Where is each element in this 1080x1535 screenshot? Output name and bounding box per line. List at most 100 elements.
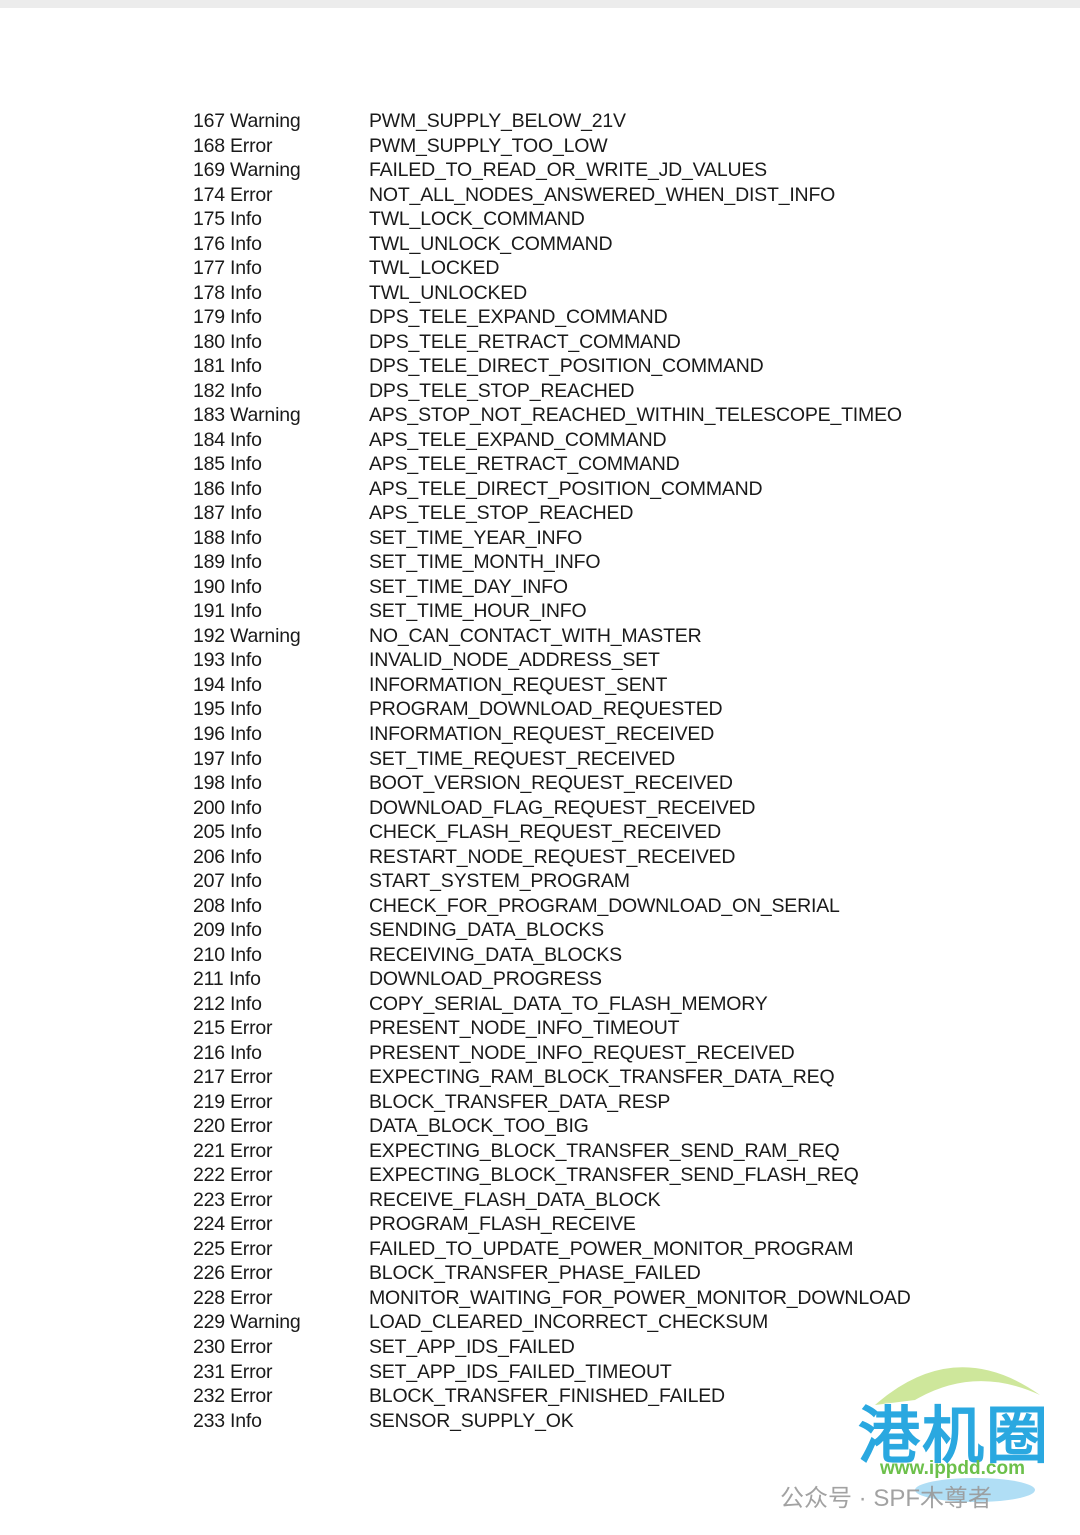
message: APS_TELE_DIRECT_POSITION_COMMAND	[369, 477, 763, 500]
message: SET_TIME_REQUEST_RECEIVED	[369, 747, 675, 770]
message: RESTART_NODE_REQUEST_RECEIVED	[369, 845, 736, 868]
level: Error	[230, 1066, 273, 1089]
message: NO_CAN_CONTACT_WITH_MASTER	[369, 624, 702, 647]
code: 217	[193, 1066, 225, 1089]
level: Info	[230, 330, 262, 353]
message: BLOCK_TRANSFER_PHASE_FAILED	[369, 1262, 701, 1285]
level: Info	[230, 208, 262, 231]
code: 185	[193, 453, 225, 476]
message: PRESENT_NODE_INFO_REQUEST_RECEIVED	[369, 1041, 795, 1064]
level: Error	[230, 134, 273, 157]
level: Warning	[230, 159, 301, 182]
code: 184	[193, 428, 225, 451]
message: INVALID_NODE_ADDRESS_SET	[369, 649, 660, 672]
code: 169	[193, 159, 225, 182]
message: EXPECTING_BLOCK_TRANSFER_SEND_FLASH_REQ	[369, 1164, 859, 1187]
level: Warning	[230, 624, 301, 647]
code: 193	[193, 649, 225, 672]
code: 177	[193, 257, 225, 280]
code: 228	[193, 1286, 225, 1309]
code: 226	[193, 1262, 225, 1285]
account-label: 公众号 · SPF木尊者	[780, 1485, 993, 1512]
level: Info	[230, 673, 262, 696]
code: 200	[193, 796, 225, 819]
code: 187	[193, 502, 225, 525]
message: DOWNLOAD_FLAG_REQUEST_RECEIVED	[369, 796, 756, 819]
level: Info	[230, 919, 262, 942]
logo-graphic	[875, 1367, 1040, 1502]
level: Info	[230, 796, 262, 819]
level: Info	[230, 723, 262, 745]
code: 176	[193, 232, 225, 255]
message: SET_APP_IDS_FAILED_TIMEOUT	[369, 1360, 672, 1383]
code: 174	[193, 183, 225, 206]
code: 195	[193, 698, 225, 721]
code: 207	[193, 870, 225, 893]
code: 219	[193, 1090, 225, 1113]
code: 181	[193, 355, 225, 378]
code: 212	[193, 992, 225, 1015]
message: START_SYSTEM_PROGRAM	[369, 870, 630, 893]
message: SENDING_DATA_BLOCKS	[369, 919, 604, 942]
code: 182	[193, 379, 225, 402]
code: 189	[193, 551, 225, 574]
level: Info	[230, 551, 262, 574]
message: APS_TELE_RETRACT_COMMAND	[369, 453, 680, 476]
message: TWL_UNLOCK_COMMAND	[369, 232, 613, 255]
code: 186	[193, 477, 225, 500]
code: 197	[193, 747, 225, 770]
level: Error	[230, 183, 273, 206]
level: Info	[230, 698, 262, 721]
code: 183	[193, 404, 225, 427]
level: Info	[229, 968, 261, 991]
message: DPS_TELE_RETRACT_COMMAND	[369, 330, 681, 353]
message: EXPECTING_BLOCK_TRANSFER_SEND_RAM_REQ	[369, 1139, 840, 1162]
message: BLOCK_TRANSFER_FINISHED_FAILED	[369, 1385, 725, 1408]
level: Info	[230, 870, 262, 893]
level: Info	[230, 894, 262, 917]
code: 224	[193, 1213, 225, 1236]
message: SET_TIME_YEAR_INFO	[369, 526, 583, 549]
level: Info	[230, 845, 262, 868]
level: Error	[230, 1237, 273, 1260]
message: PROGRAM_FLASH_RECEIVE	[369, 1213, 636, 1236]
code: 220	[193, 1115, 225, 1138]
message: FAILED_TO_READ_OR_WRITE_JD_VALUES	[369, 159, 767, 182]
message: EXPECTING_RAM_BLOCK_TRANSFER_DATA_REQ	[369, 1066, 835, 1089]
level: Info	[230, 281, 262, 304]
level: Error	[230, 1286, 273, 1309]
level: Info	[230, 600, 262, 623]
message: BOOT_VERSION_REQUEST_RECEIVED	[369, 772, 733, 795]
message: PRESENT_NODE_INFO_TIMEOUT	[369, 1017, 680, 1040]
message: DPS_TELE_EXPAND_COMMAND	[369, 306, 668, 329]
level: Error	[230, 1139, 273, 1162]
message: TWL_LOCK_COMMAND	[369, 208, 585, 231]
level: Info	[230, 428, 262, 451]
message: NOT_ALL_NODES_ANSWERED_WHEN_DIST_INFO	[369, 183, 836, 206]
code: 223	[193, 1188, 225, 1211]
code: 168	[193, 134, 225, 157]
level: Info	[230, 379, 262, 402]
code: 231	[193, 1360, 225, 1383]
message: SET_TIME_HOUR_INFO	[369, 600, 587, 623]
message: BLOCK_TRANSFER_DATA_RESP	[369, 1090, 671, 1113]
logo-url: www.ippdd.com	[880, 1458, 1025, 1479]
level: Info	[230, 992, 262, 1015]
message: APS_TELE_STOP_REACHED	[369, 502, 634, 525]
message: PROGRAM_DOWNLOAD_REQUESTED	[369, 698, 723, 721]
code: 230	[193, 1336, 225, 1358]
message: SET_APP_IDS_FAILED	[369, 1336, 575, 1358]
level: Info	[230, 575, 262, 598]
code: 233	[193, 1409, 225, 1432]
code: 198	[193, 772, 225, 795]
message: LOAD_CLEARED_INCORRECT_CHECKSUM	[369, 1311, 769, 1334]
level: Info	[230, 821, 262, 844]
level: Error	[230, 1213, 273, 1236]
level: Error	[230, 1164, 273, 1187]
level: Info	[230, 232, 262, 255]
message: DPS_TELE_STOP_REACHED	[369, 379, 635, 402]
level: Error	[230, 1188, 273, 1211]
code: 216	[193, 1041, 225, 1064]
code: 206	[193, 845, 225, 868]
